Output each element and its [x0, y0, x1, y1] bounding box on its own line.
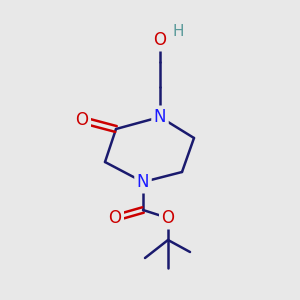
Text: O: O — [109, 209, 122, 227]
Text: H: H — [172, 25, 184, 40]
Text: N: N — [154, 108, 166, 126]
Text: O: O — [154, 31, 166, 49]
Text: O: O — [76, 111, 88, 129]
Text: N: N — [137, 173, 149, 191]
Text: O: O — [161, 209, 175, 227]
